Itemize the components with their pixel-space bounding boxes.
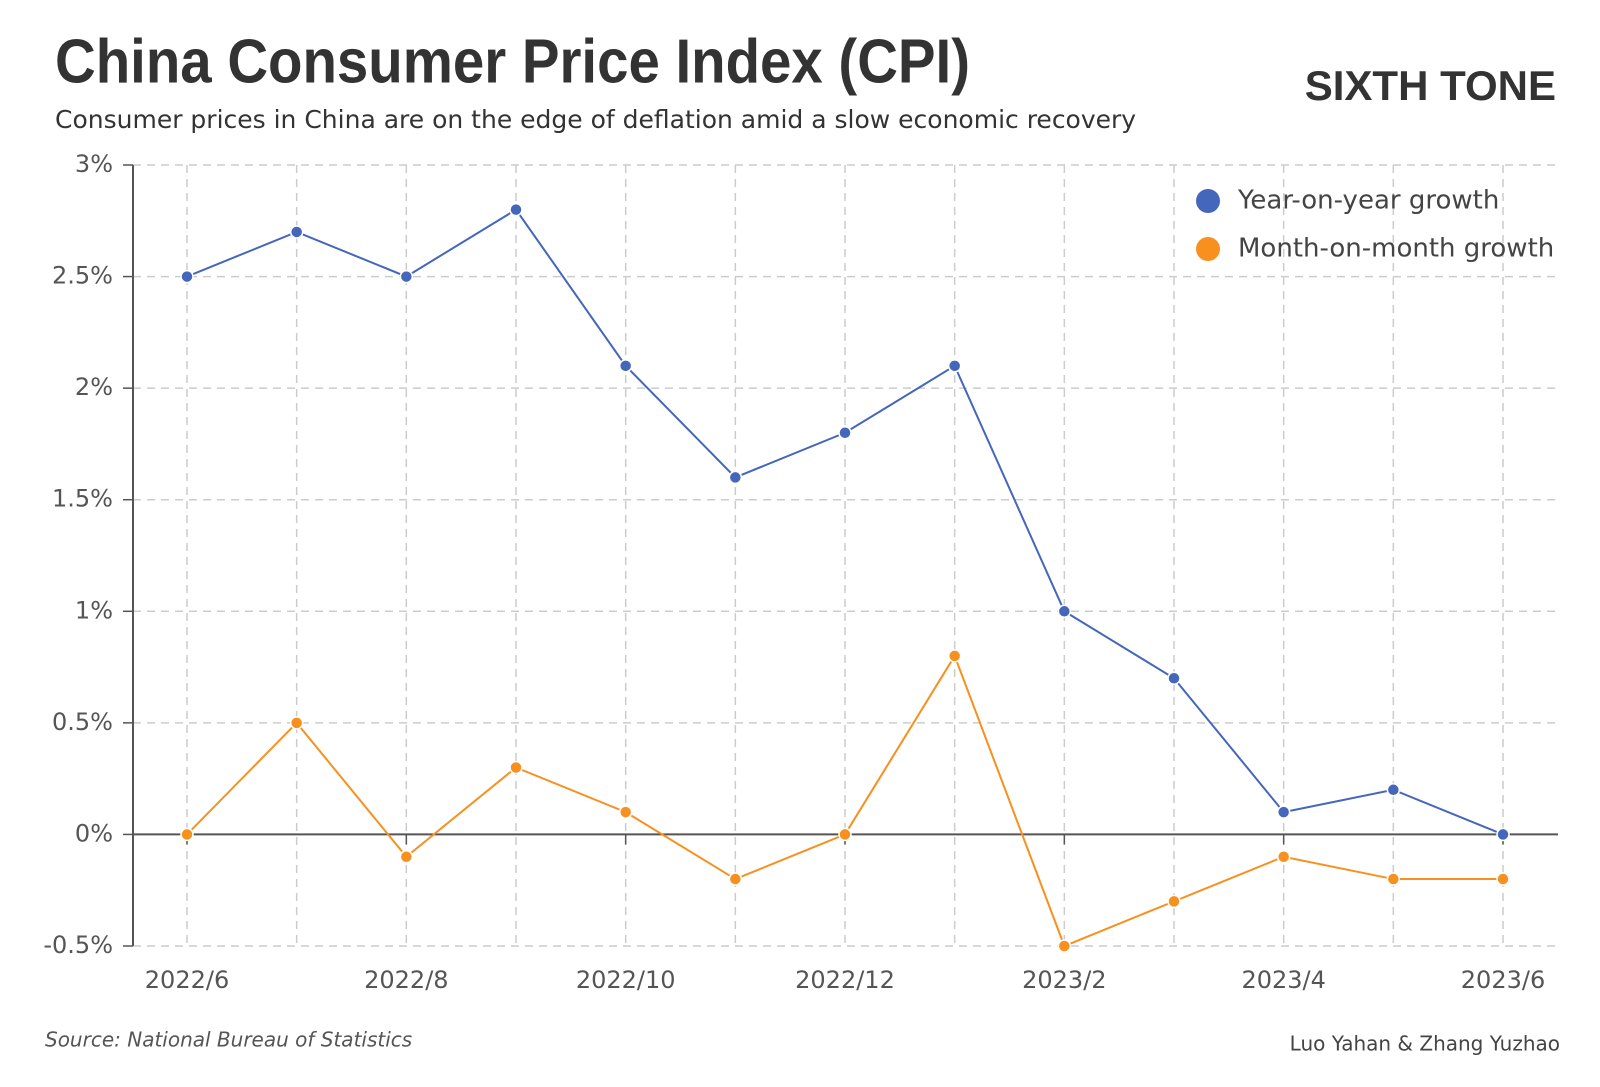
data-point (509, 760, 523, 775)
x-tick-label: 2023/2 (1022, 966, 1106, 994)
data-point (728, 470, 743, 485)
data-point (399, 269, 414, 284)
brand: SIXTH TONE (1305, 62, 1556, 109)
data-point (1167, 671, 1181, 685)
data-point (838, 426, 852, 440)
data-point (289, 716, 304, 730)
data-point (180, 269, 194, 284)
y-tick-label: 0.5% (52, 708, 113, 736)
data-point (1276, 805, 1291, 819)
x-tick-label: 2022/12 (795, 966, 895, 994)
chart-subtitle: Consumer prices in China are on the edge… (55, 105, 1136, 134)
data-point (947, 649, 962, 663)
data-point (1057, 604, 1072, 619)
y-tick-label: 1% (75, 596, 113, 624)
legend-marker (1196, 237, 1220, 261)
data-point (1386, 872, 1401, 886)
y-tick-label: 3% (75, 150, 113, 178)
data-point (838, 827, 852, 842)
data-point (289, 225, 304, 239)
data-point (1386, 783, 1401, 797)
x-tick-label: 2022/10 (576, 966, 676, 994)
data-point (509, 202, 523, 217)
y-tick-label: 1.5% (52, 485, 113, 513)
data-point (618, 805, 633, 819)
data-point (947, 359, 962, 373)
y-tick-label: 2% (75, 373, 113, 401)
legend-marker (1196, 189, 1220, 213)
y-tick-label: 0% (75, 819, 113, 847)
data-point (1167, 894, 1181, 909)
y-tick-label: -0.5% (43, 931, 113, 959)
credit: Luo Yahan & Zhang Yuzhao (1290, 1032, 1560, 1056)
x-tick-label: 2022/8 (364, 966, 448, 994)
data-point (180, 827, 194, 842)
y-tick-label: 2.5% (52, 262, 113, 290)
x-tick-label: 2023/6 (1461, 966, 1545, 994)
data-point (1276, 849, 1291, 864)
data-point (618, 359, 633, 373)
data-point (1496, 827, 1510, 842)
chart-title: China Consumer Price Index (CPI) (55, 27, 970, 96)
legend-label: Month-on-month growth (1238, 234, 1554, 264)
data-point (399, 849, 414, 864)
legend-label: Year-on-year growth (1237, 186, 1499, 216)
x-tick-label: 2023/4 (1241, 966, 1325, 994)
source: Source: National Bureau of Statistics (45, 1028, 412, 1052)
x-tick-label: 2022/6 (145, 966, 229, 994)
data-point (1496, 872, 1510, 886)
data-point (1057, 939, 1072, 953)
data-point (728, 872, 743, 886)
